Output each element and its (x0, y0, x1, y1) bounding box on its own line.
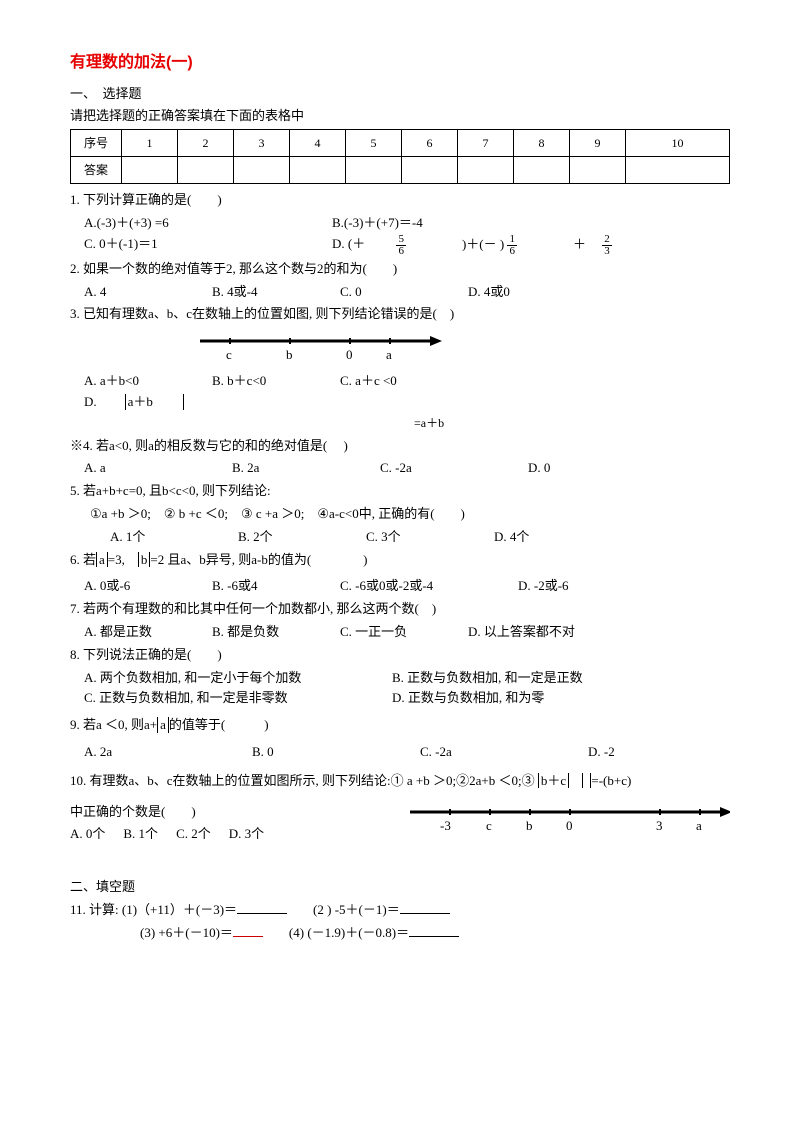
svg-text:-3: -3 (440, 818, 451, 833)
q5-stem: 5. 若a+b+c=0, 且b<c<0, 则下列结论: (70, 481, 730, 502)
q10-line2: 中正确的个数是( ) (70, 802, 340, 823)
q4-opts: A. aB. 2aC. -2aD. 0 (84, 458, 730, 479)
q7-stem: 7. 若两个有理数的和比其中任何一个加数都小, 那么这两个数( ) (70, 599, 730, 620)
q7-opts: A. 都是正数B. 都是负数C. 一正一负D. 以上答案都不对 (84, 622, 730, 643)
blank[interactable] (400, 901, 450, 914)
q3-opts: A. a＋b<0B. b＋c<0C. a＋c <0 D. a＋b=a＋b (84, 371, 730, 433)
q8-opts: A. 两个负数相加, 和一定小于每个加数B. 正数与负数相加, 和一定是正数 C… (84, 668, 730, 710)
section2-head: 二、填空题 (70, 877, 730, 898)
q10-stem: 10. 有理数a、b、c在数轴上的位置如图所示, 则下列结论:① a +b ＞0… (70, 771, 730, 792)
row-label: 序号 (71, 130, 122, 157)
svg-text:a: a (696, 818, 702, 833)
q2-opts: A. 4B. 4或-4C. 0D. 4或0 (84, 282, 730, 303)
answer-table: 序号 1 2 3 4 5 6 7 8 9 10 答案 (70, 129, 730, 184)
q11: 11. 计算: (1)（+11）＋(－3)＝ (2 ) -5＋(－1)＝ (70, 900, 730, 921)
q8-stem: 8. 下列说法正确的是( ) (70, 645, 730, 666)
q11b: (3) +6＋(－10)＝ (4) (－1.9)＋(－0.8)＝ (140, 923, 730, 944)
svg-text:c: c (486, 818, 492, 833)
q6-stem: 6. 若a=3, b=2 且a、b异号, 则a-b的值为( ) (70, 550, 730, 571)
q2-stem: 2. 如果一个数的绝对值等于2, 那么这个数与2的和为( ) (70, 259, 730, 280)
blank[interactable] (237, 901, 287, 914)
blank[interactable] (233, 924, 263, 937)
svg-text:b: b (286, 347, 293, 362)
q4-stem: ※4. 若a<0, 则a的相反数与它的和的绝对值是( ) (70, 436, 730, 457)
q10-opts: A. 0个B. 1个C. 2个D. 3个 (70, 824, 340, 845)
svg-text:3: 3 (656, 818, 663, 833)
q5-opts: A. 1个B. 2个C. 3个D. 4个 (110, 527, 730, 548)
section1-instr: 请把选择题的正确答案填在下面的表格中 (70, 106, 730, 127)
q6-opts: A. 0或-6B. -6或4C. -6或0或-2或-4D. -2或-6 (84, 576, 730, 597)
svg-text:c: c (226, 347, 232, 362)
q1-stem: 1. 下列计算正确的是( ) (70, 190, 730, 211)
number-line-q3: c b 0 a (190, 331, 450, 365)
q1-opts: A.(-3)＋(+3) =6B.(-3)＋(+7)＝-4 C. 0＋(-1)＝1… (84, 213, 730, 257)
blank[interactable] (409, 924, 459, 937)
svg-text:a: a (386, 347, 392, 362)
svg-text:b: b (526, 818, 533, 833)
table-row: 序号 1 2 3 4 5 6 7 8 9 10 (71, 130, 730, 157)
number-line-q10: -3 c b 0 3 a (400, 800, 730, 836)
q9-opts: A. 2aB. 0C. -2aD. -2 (84, 742, 730, 763)
q3-stem: 3. 已知有理数a、b、c在数轴上的位置如图, 则下列结论错误的是( ) (70, 304, 730, 325)
q9-stem: 9. 若a ＜0, 则a+a的值等于( ) (70, 715, 730, 736)
section1-head: 一、 选择题 (70, 84, 730, 105)
table-row: 答案 (71, 157, 730, 184)
q5-line2: ①a +b ＞0; ② b +c ＜0; ③ c +a ＞0; ④a-c<0中,… (90, 504, 730, 525)
page-title: 有理数的加法(一) (70, 50, 730, 76)
svg-text:0: 0 (346, 347, 353, 362)
svg-text:0: 0 (566, 818, 573, 833)
row-label: 答案 (71, 157, 122, 184)
